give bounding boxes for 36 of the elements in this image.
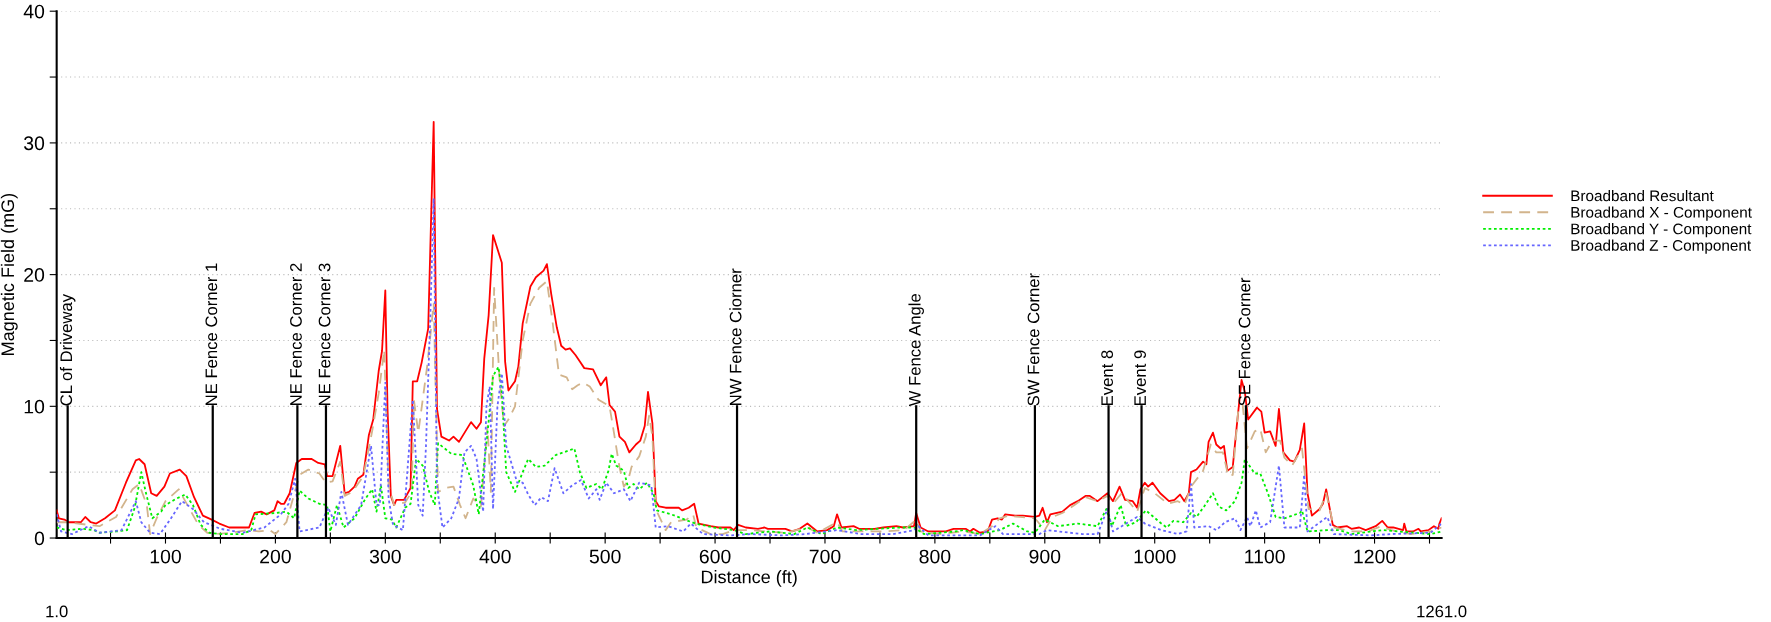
ref-line-label: W Fence Angle [908,294,924,407]
line-series [56,120,1442,534]
x-tick-label: 300 [369,549,401,564]
ref-line-label: SW Fence Corner [1027,273,1040,406]
ref-line-label: SE Fence Corner [1238,277,1251,406]
x-tick-label: 1000 [1134,549,1176,564]
x-tick-label: 600 [699,549,731,564]
x-tick-label: 900 [1029,549,1061,564]
ref-line-label: Event 8 [1101,350,1114,405]
ref-line-label: NW Fence Ciorner [729,268,742,405]
y-tick-label: 0 [34,531,45,546]
x-tick-label: 1200 [1354,549,1396,564]
x-tick-label: 100 [150,549,181,564]
y-tick-label: 40 [23,4,45,19]
ref-line-label: NE Fence Corner 3 [318,263,331,405]
ref-line-label: NE Fence Corner 2 [290,263,302,405]
x-tick-label: 700 [809,549,841,564]
y-axis-title: Magnetic Field (mG) [0,193,18,355]
text: 1.0 [46,605,68,618]
y-tick-label: 10 [24,399,45,414]
y-tick-label: 20 [24,268,45,282]
x-tick-label: 800 [919,549,951,564]
x-tick-label: 500 [589,549,621,564]
x-tick-label: 200 [260,549,291,564]
ref-line-label: CL of Driveway [59,293,76,406]
ref-line-label: Event 9 [1134,350,1146,405]
legend-label: Broadband Resultant [1571,190,1714,202]
legend-label: Broadband Z - Component [1571,239,1752,254]
x-axis-title: Distance (ft) [701,570,797,587]
text: 1261.0 [1417,605,1467,618]
x-tick-label: 1100 [1245,549,1285,564]
legend-label: Broadband X - Component [1571,206,1752,221]
y-tick-label: 30 [23,136,45,151]
x-tick-label: 400 [479,549,511,564]
ref-line-label: NE Fence Corner 1 [205,263,218,405]
legend-label: Broadband Y - Component [1571,223,1752,238]
